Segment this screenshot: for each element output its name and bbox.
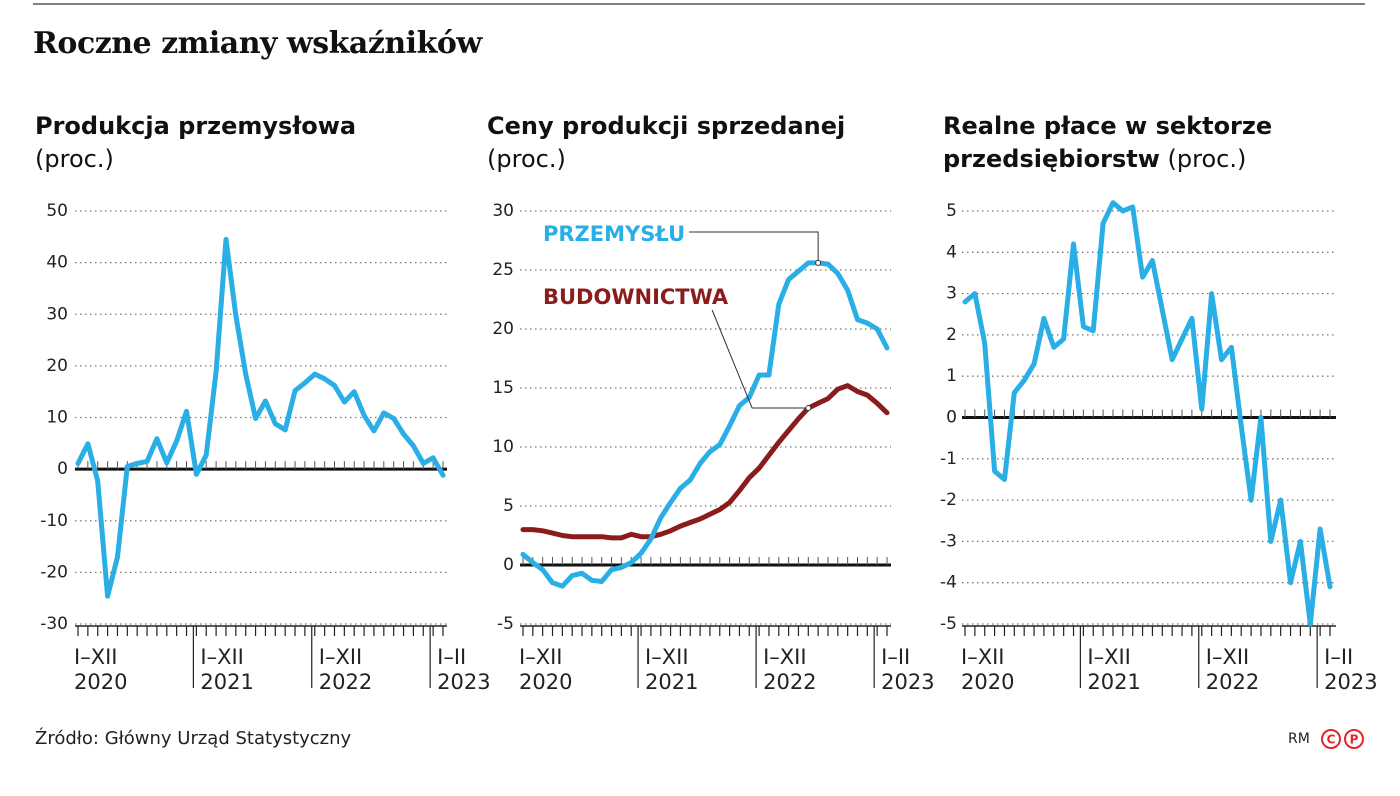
y-tick-label: 15 — [492, 378, 514, 398]
y-tick-label: 5 — [946, 201, 957, 221]
y-tick-label: 0 — [503, 555, 514, 575]
x-tick-label: I–II 2023 — [437, 645, 491, 694]
leader-line — [711, 309, 809, 409]
x-tick-label: I–XII 2022 — [318, 645, 373, 694]
y-tick-label: -20 — [40, 562, 68, 582]
panel-header: Ceny produkcji sprzedanej (proc.) — [487, 110, 887, 176]
x-tick-label: I–XII 2022 — [1205, 645, 1260, 694]
y-tick-label: 25 — [492, 260, 514, 280]
x-tick-label: I–XII 2022 — [763, 645, 817, 694]
panel-subtitle: (proc.) — [1167, 145, 1247, 173]
x-tick-label: I–XII 2020 — [519, 645, 573, 694]
y-tick-label: -5 — [940, 614, 957, 634]
credit: RM — [1288, 731, 1310, 747]
series-label: BUDOWNICTWA — [543, 285, 729, 309]
y-tick-label: 5 — [503, 496, 514, 516]
x-tick-label: I–II 2023 — [881, 645, 935, 694]
y-tick-label: 3 — [946, 284, 957, 304]
x-tick-label: I–XII 2020 — [74, 645, 128, 694]
svg-text:C: C — [1327, 733, 1336, 747]
y-tick-label: 40 — [46, 253, 68, 273]
panel-title: Realne płace w sektorze przedsiębiorstw — [943, 112, 1273, 173]
logo: C P — [1321, 729, 1364, 749]
leader-dot — [805, 405, 812, 412]
y-tick-label: 30 — [492, 201, 514, 221]
y-tick-label: 4 — [946, 242, 957, 262]
y-tick-label: 50 — [46, 201, 68, 221]
y-tick-label: 1 — [946, 366, 957, 386]
main-title: Roczne zmiany wskaźników — [33, 26, 482, 61]
data-line — [962, 200, 1333, 627]
x-tick-label: I–II 2023 — [1324, 645, 1378, 694]
leader-dot — [815, 259, 822, 266]
panel-subtitle: (proc.) — [487, 145, 566, 173]
data-line — [520, 383, 890, 541]
y-tick-label: 10 — [46, 408, 68, 428]
panel-header: Realne płace w sektorze przedsiębiorstw … — [943, 110, 1328, 176]
source: Źródło: Główny Urząd Statystyczny — [35, 728, 352, 749]
panel-header: Produkcja przemysłowa (proc.) — [35, 110, 405, 176]
y-tick-label: 20 — [46, 356, 68, 376]
x-tick-label: I–XII 2021 — [1087, 645, 1141, 694]
y-tick-label: -3 — [940, 531, 957, 551]
y-tick-label: -30 — [40, 614, 68, 634]
y-tick-label: 20 — [492, 319, 514, 339]
data-line — [520, 260, 890, 589]
y-tick-label: 10 — [492, 437, 514, 457]
data-line — [75, 236, 446, 599]
svg-text:P: P — [1350, 733, 1359, 747]
y-tick-label: -10 — [40, 511, 68, 531]
y-tick-label: 30 — [46, 304, 68, 324]
y-tick-label: -5 — [497, 614, 514, 634]
y-tick-label: 0 — [946, 408, 957, 428]
y-tick-label: -1 — [940, 449, 957, 469]
y-tick-label: -2 — [940, 490, 957, 510]
y-tick-label: 0 — [57, 459, 68, 479]
leader-line — [689, 231, 819, 263]
series-label: PRZEMYSŁU — [543, 222, 685, 246]
x-tick-label: I–XII 2021 — [645, 645, 699, 694]
x-tick-label: I–XII 2021 — [200, 645, 254, 694]
panel-title: Produkcja przemysłowa — [35, 112, 357, 140]
panel-title: Ceny produkcji sprzedanej — [487, 112, 846, 140]
y-tick-label: -4 — [940, 573, 957, 593]
panel-subtitle: (proc.) — [35, 145, 114, 173]
x-tick-label: I–XII 2020 — [961, 645, 1015, 694]
y-tick-label: 2 — [946, 325, 957, 345]
